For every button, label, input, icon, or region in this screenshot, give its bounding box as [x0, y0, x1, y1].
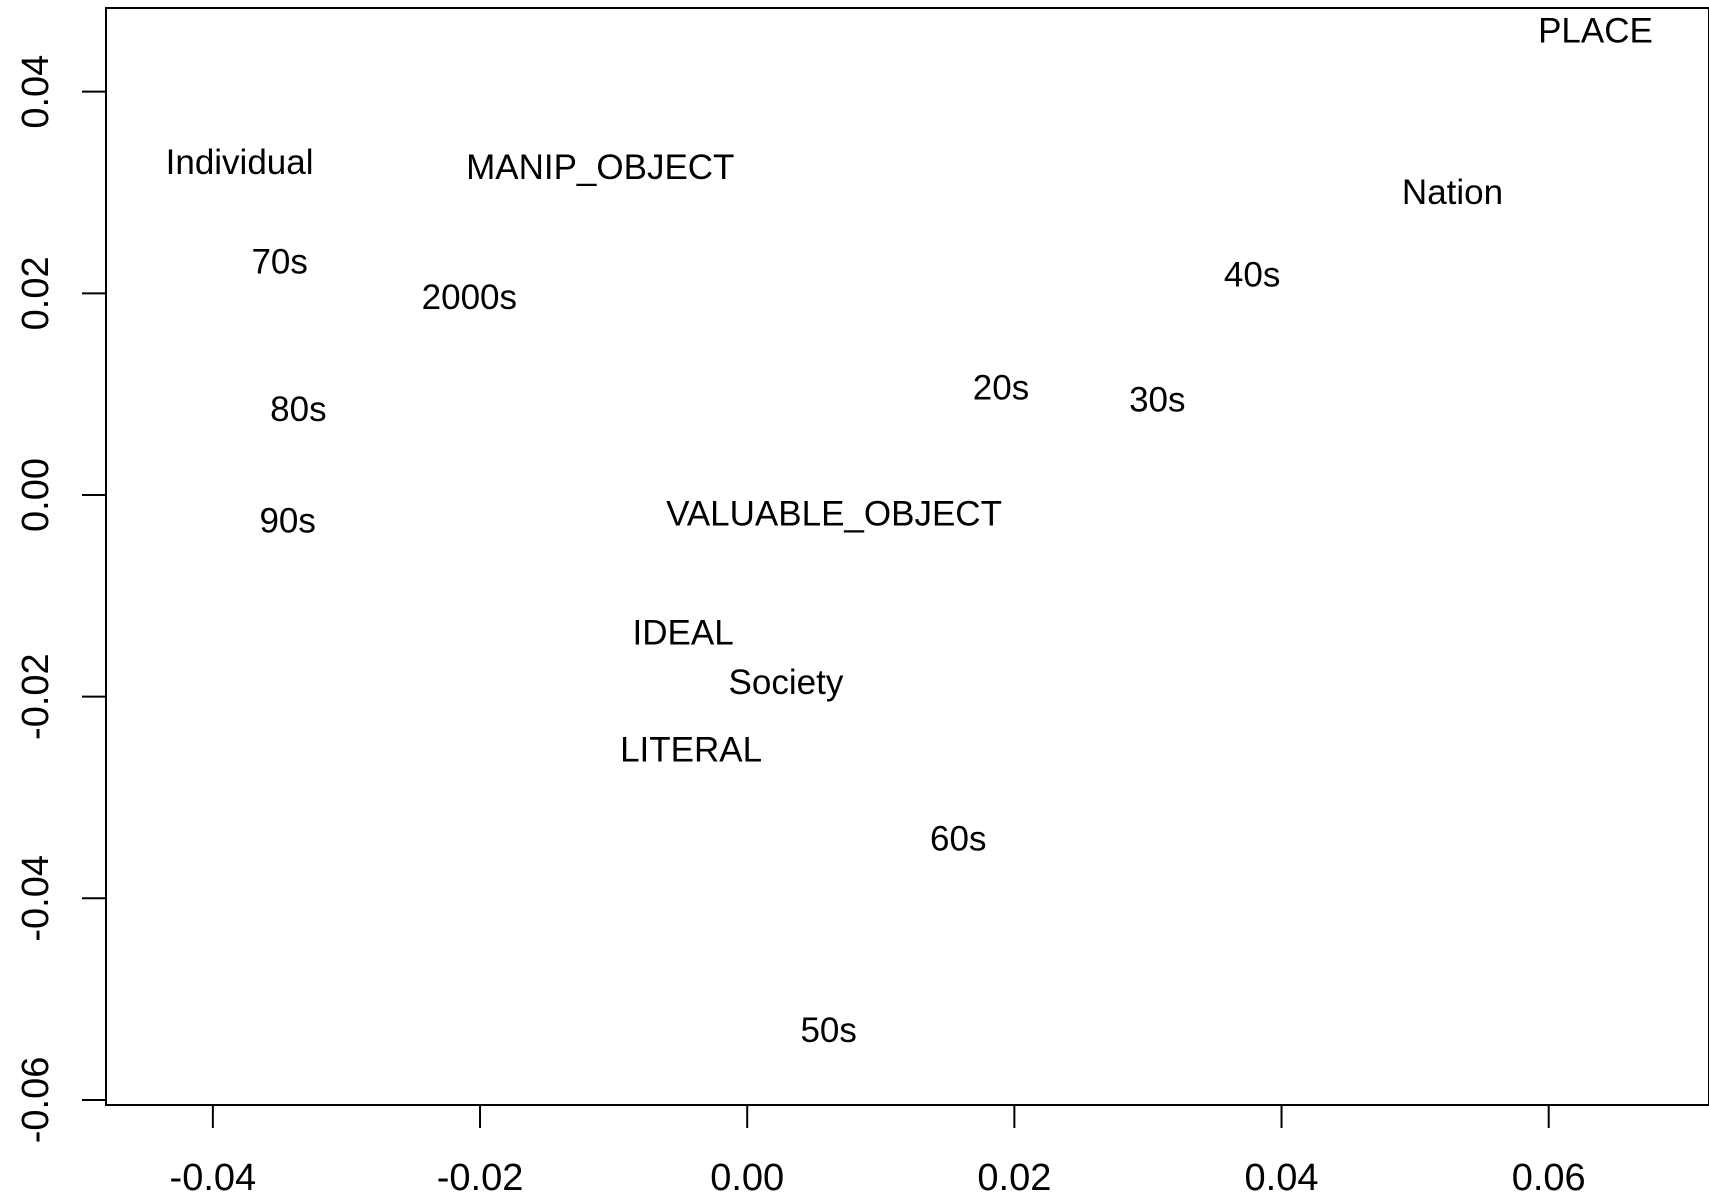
point-label: 60s — [930, 819, 986, 858]
x-tick-label: -0.04 — [170, 1157, 257, 1197]
x-tick-label: 0.02 — [977, 1157, 1051, 1197]
y-tick-label: -0.06 — [15, 1057, 57, 1144]
x-tick-label: 0.06 — [1512, 1157, 1586, 1197]
point-label: Individual — [166, 143, 314, 182]
y-axis: -0.06 -0.04 -0.02 0.00 0.02 0.04 — [15, 55, 107, 1144]
point-label: 2000s — [422, 278, 517, 317]
x-axis: -0.04 -0.02 0.00 0.02 0.04 0.06 — [170, 1104, 1586, 1197]
x-tick-label: -0.02 — [437, 1157, 524, 1197]
y-tick-label: 0.00 — [15, 458, 57, 532]
point-label: IDEAL — [633, 614, 734, 653]
point-label: VALUABLE_OBJECT — [666, 495, 1002, 534]
point-label: 20s — [973, 369, 1029, 408]
point-label: PLACE — [1538, 12, 1653, 51]
y-tick-label: 0.04 — [15, 55, 57, 129]
point-label: 80s — [270, 390, 326, 429]
point-labels: PLACE Individual MANIP_OBJECT Nation 70s 2000… — [166, 12, 1653, 1050]
x-tick-label: 0.04 — [1245, 1157, 1319, 1197]
point-label: Society — [729, 663, 844, 702]
point-label: 90s — [259, 502, 315, 541]
point-label: 50s — [800, 1011, 856, 1050]
y-tick-label: -0.04 — [15, 855, 57, 942]
point-label: 70s — [251, 243, 307, 282]
point-label: 30s — [1129, 381, 1185, 420]
point-label: LITERAL — [620, 731, 762, 770]
x-tick-label: 0.00 — [710, 1157, 784, 1197]
point-label: MANIP_OBJECT — [466, 148, 734, 187]
y-tick-label: -0.02 — [15, 653, 57, 740]
y-tick-label: 0.02 — [15, 256, 57, 330]
point-label: Nation — [1402, 173, 1503, 212]
point-label: 40s — [1224, 256, 1280, 295]
